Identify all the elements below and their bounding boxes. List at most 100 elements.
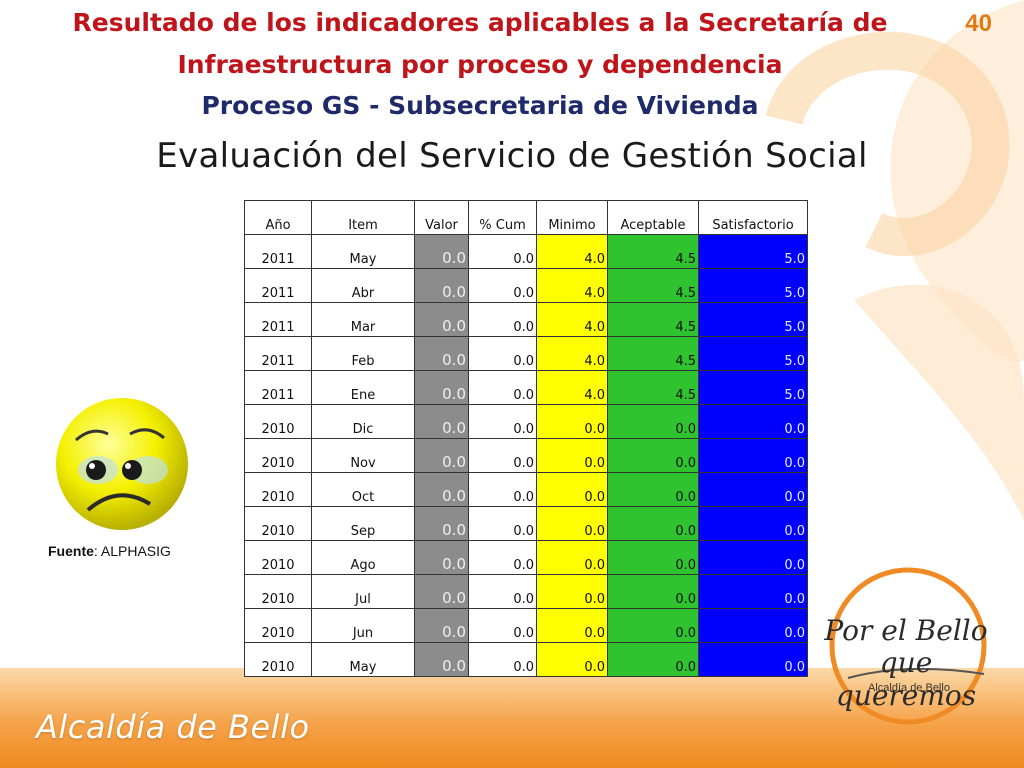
logo-text-line2: que queremos <box>835 646 977 712</box>
cell-year: 2010 <box>244 540 312 575</box>
cell-year: 2011 <box>244 234 312 269</box>
table-row: 2010 Ago 0.0 0.0 0.0 0.0 0.0 <box>244 540 808 575</box>
cell-satisfactorio: 0.0 <box>698 540 808 575</box>
cell-year: 2010 <box>244 404 312 439</box>
cell-year: 2011 <box>244 336 312 371</box>
cell-satisfactorio: 0.0 <box>698 574 808 609</box>
table-row: 2011 May 0.0 0.0 4.0 4.5 5.0 <box>244 234 808 269</box>
cell-valor: 0.0 <box>414 336 469 371</box>
cell-cum: 0.0 <box>468 642 537 677</box>
cell-aceptable: 0.0 <box>607 438 699 473</box>
cell-cum: 0.0 <box>468 234 537 269</box>
slide-title-line1: Resultado de los indicadores aplicables … <box>72 8 888 37</box>
cell-item: Jun <box>311 608 415 643</box>
cell-minimo: 4.0 <box>536 302 608 337</box>
background-swirl <box>765 0 1024 520</box>
cell-satisfactorio: 0.0 <box>698 506 808 541</box>
column-header-item: Item <box>311 200 415 235</box>
cell-aceptable: 0.0 <box>607 642 699 677</box>
indicator-table: Año Item Valor% Cum Minimo Aceptable Satisfac… <box>244 200 808 677</box>
cell-item: Abr <box>311 268 415 303</box>
cell-satisfactorio: 5.0 <box>698 234 808 269</box>
table-row: 2010 Jul 0.0 0.0 0.0 0.0 0.0 <box>244 574 808 609</box>
column-header-valor: Valor <box>414 200 469 235</box>
cell-valor: 0.0 <box>414 302 469 337</box>
slide-title-line2: Infraestructura por proceso y dependenci… <box>177 50 783 79</box>
cell-minimo: 0.0 <box>536 404 608 439</box>
cell-minimo: 0.0 <box>536 574 608 609</box>
logo-circle-icon <box>829 567 987 725</box>
cell-year: 2010 <box>244 608 312 643</box>
cell-item: May <box>311 642 415 677</box>
cell-valor: 0.0 <box>414 404 469 439</box>
cell-minimo: 0.0 <box>536 506 608 541</box>
page-number: 40 <box>965 10 992 37</box>
section-title: Evaluación del Servicio de Gestión Socia… <box>156 136 868 176</box>
cell-cum: 0.0 <box>468 302 537 337</box>
cell-valor: 0.0 <box>414 268 469 303</box>
sad-face-icon <box>52 392 192 532</box>
cell-cum: 0.0 <box>468 370 537 405</box>
cell-cum: 0.0 <box>468 336 537 371</box>
cell-aceptable: 0.0 <box>607 472 699 507</box>
cell-valor: 0.0 <box>414 642 469 677</box>
cell-valor: 0.0 <box>414 574 469 609</box>
cell-minimo: 0.0 <box>536 438 608 473</box>
table-row: 2011 Mar 0.0 0.0 4.0 4.5 5.0 <box>244 302 808 337</box>
cell-item: Feb <box>311 336 415 371</box>
cell-valor: 0.0 <box>414 540 469 575</box>
table-row: 2010 Oct 0.0 0.0 0.0 0.0 0.0 <box>244 472 808 507</box>
source-value: : ALPHASIG <box>93 543 171 559</box>
cell-year: 2010 <box>244 642 312 677</box>
cell-satisfactorio: 0.0 <box>698 438 808 473</box>
column-header-aceptable: Aceptable <box>607 200 699 235</box>
cell-minimo: 0.0 <box>536 642 608 677</box>
cell-minimo: 0.0 <box>536 608 608 643</box>
cell-satisfactorio: 5.0 <box>698 370 808 405</box>
table-body: 2011 May 0.0 0.0 4.0 4.5 5.0 2011 Abr 0.0 0.0 4.0 4.… <box>244 234 808 677</box>
table-row: 2010 Sep 0.0 0.0 0.0 0.0 0.0 <box>244 506 808 541</box>
table-row: 2010 Dic 0.0 0.0 0.0 0.0 0.0 <box>244 404 808 439</box>
column-header-year: Año <box>244 200 312 235</box>
cell-minimo: 4.0 <box>536 268 608 303</box>
cell-aceptable: 0.0 <box>607 608 699 643</box>
logo-subtitle: Alcaldía de Bello <box>868 682 950 694</box>
cell-item: Ene <box>311 370 415 405</box>
cell-valor: 0.0 <box>414 234 469 269</box>
cell-aceptable: 0.0 <box>607 506 699 541</box>
cell-year: 2011 <box>244 302 312 337</box>
cell-aceptable: 0.0 <box>607 574 699 609</box>
cell-year: 2011 <box>244 268 312 303</box>
cell-satisfactorio: 0.0 <box>698 608 808 643</box>
cell-minimo: 4.0 <box>536 336 608 371</box>
table-header-row: Año Item Valor% Cum Minimo Aceptable Satisfac… <box>244 200 808 235</box>
cell-year: 2010 <box>244 574 312 609</box>
cell-cum: 0.0 <box>468 608 537 643</box>
cell-minimo: 0.0 <box>536 540 608 575</box>
cell-satisfactorio: 0.0 <box>698 404 808 439</box>
source-note: Fuente: ALPHASIG <box>48 543 171 559</box>
column-header-minimo: Minimo <box>536 200 608 235</box>
cell-cum: 0.0 <box>468 506 537 541</box>
cell-valor: 0.0 <box>414 608 469 643</box>
table-row: 2011 Abr 0.0 0.0 4.0 4.5 5.0 <box>244 268 808 303</box>
source-label: Fuente <box>48 543 94 559</box>
cell-year: 2010 <box>244 438 312 473</box>
cell-aceptable: 4.5 <box>607 370 699 405</box>
cell-cum: 0.0 <box>468 472 537 507</box>
cell-item: Nov <box>311 438 415 473</box>
cell-cum: 0.0 <box>468 574 537 609</box>
cell-aceptable: 4.5 <box>607 234 699 269</box>
table-row: 2011 Feb 0.0 0.0 4.0 4.5 5.0 <box>244 336 808 371</box>
column-header-satisfactorio: Satisfactorio <box>698 200 808 235</box>
cell-cum: 0.0 <box>468 540 537 575</box>
cell-valor: 0.0 <box>414 472 469 507</box>
cell-item: Sep <box>311 506 415 541</box>
cell-valor: 0.0 <box>414 370 469 405</box>
cell-satisfactorio: 0.0 <box>698 472 808 507</box>
table-row: 2010 Nov 0.0 0.0 0.0 0.0 0.0 <box>244 438 808 473</box>
table-row: 2010 Jun 0.0 0.0 0.0 0.0 0.0 <box>244 608 808 643</box>
cell-satisfactorio: 5.0 <box>698 268 808 303</box>
logo-text-line1: Por el Bello <box>824 614 988 647</box>
brand-logo: Por el Bello que queremos Alcaldía de Be… <box>808 566 1004 726</box>
